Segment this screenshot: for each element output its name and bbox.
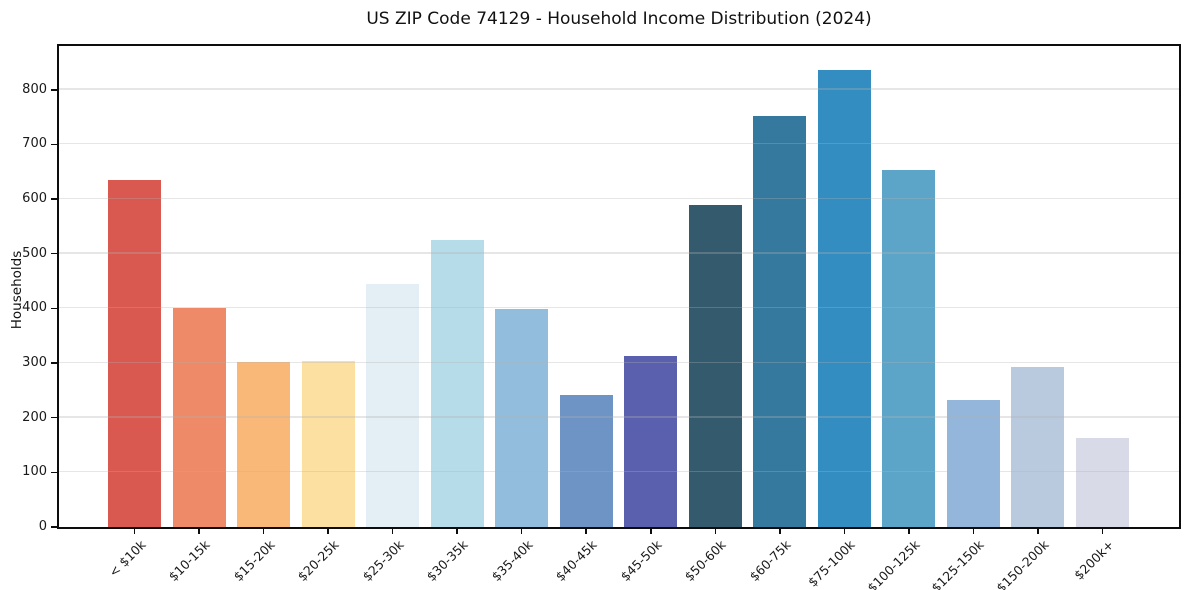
ytick-mark-700 [51, 143, 57, 146]
bar-200k+ [1075, 438, 1129, 527]
gridline-200 [59, 416, 1179, 418]
ytick-mark-100 [51, 471, 57, 474]
bar-6075k [753, 115, 807, 527]
xtick-mark-7 [585, 529, 588, 534]
ytick-mark-800 [51, 88, 57, 91]
bar-3540k [495, 308, 549, 527]
ytick-mark-600 [51, 198, 57, 200]
ytick-mark-400 [51, 307, 57, 310]
bar-<10k [108, 179, 161, 527]
xtick-mark-5 [456, 529, 458, 534]
xtick-mark-15 [1101, 529, 1104, 534]
ytick-label-600: 600 [22, 191, 47, 207]
gridline-600 [59, 197, 1179, 200]
xtick-mark-13 [972, 529, 975, 534]
xtick-mark-14 [1037, 529, 1039, 534]
xtick-mark-2 [262, 529, 265, 534]
bar-125150k [946, 400, 1000, 527]
plot-area [57, 44, 1181, 529]
ytick-mark-500 [51, 252, 57, 255]
ytick-mark-200 [51, 416, 57, 419]
gridline-500 [59, 252, 1179, 254]
xtick-mark-10 [779, 529, 781, 534]
bar-75100k [817, 70, 871, 527]
ytick-mark-0 [51, 526, 57, 528]
xtick-mark-9 [714, 529, 717, 534]
ytick-label-800: 800 [22, 81, 47, 97]
bar-1015k [172, 308, 226, 527]
bar-5060k [688, 205, 742, 527]
bar-150200k [1011, 366, 1065, 527]
ytick-label-0: 0 [38, 519, 47, 534]
y-axis-label: Households [9, 250, 25, 330]
xtick-mark-11 [843, 529, 846, 534]
bar-3035k [430, 240, 484, 527]
gridline-400 [59, 306, 1179, 309]
bar-4550k [624, 356, 678, 527]
ytick-label-100: 100 [22, 464, 47, 480]
bars-group [59, 46, 1179, 527]
xtick-mark-1 [198, 529, 200, 534]
gridline-300 [59, 361, 1179, 364]
xtick-mark-12 [908, 529, 910, 534]
ytick-label-200: 200 [22, 409, 47, 425]
bar-2025k [301, 361, 355, 527]
xtick-mark-3 [327, 529, 329, 534]
xtick-mark-0 [133, 529, 136, 534]
chart-title: US ZIP Code 74129 - Household Income Dis… [366, 9, 872, 29]
bar-1520k [237, 362, 291, 527]
ytick-label-300: 300 [22, 355, 47, 371]
ytick-label-700: 700 [22, 136, 47, 152]
xtick-mark-4 [391, 529, 394, 534]
bar-100125k [882, 169, 936, 527]
gridline-700 [59, 142, 1179, 145]
xtick-mark-8 [649, 529, 652, 534]
xtick-mark-6 [520, 529, 523, 534]
bar-2530k [366, 284, 420, 527]
ytick-label-500: 500 [22, 245, 47, 261]
ytick-label-400: 400 [22, 300, 47, 316]
xtick-label-0: < $10k [105, 537, 149, 580]
ytick-mark-300 [51, 362, 57, 364]
gridline-800 [59, 88, 1179, 90]
bar-4045k [559, 394, 613, 527]
gridline-100 [59, 470, 1179, 473]
